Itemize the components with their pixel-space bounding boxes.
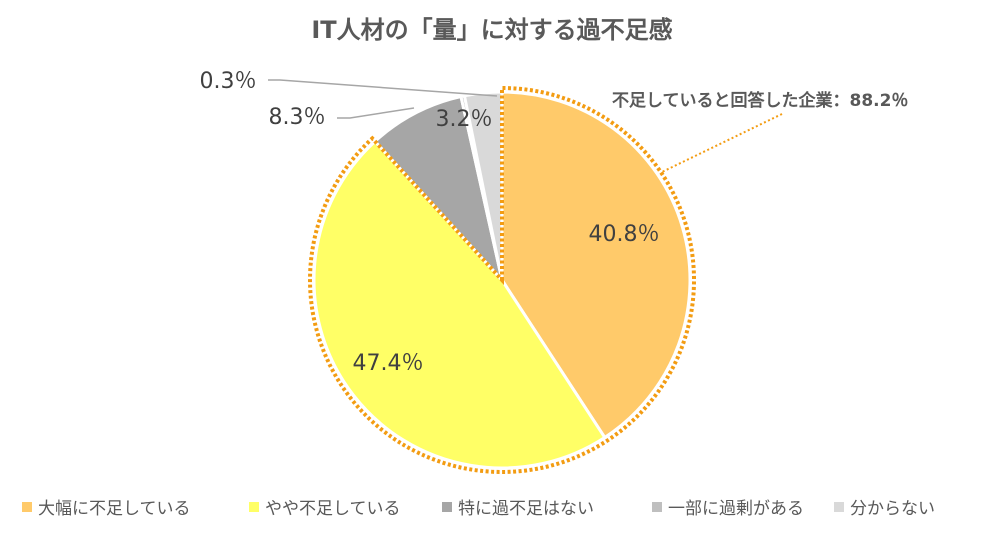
- legend-label: 特に過不足はない: [458, 499, 594, 519]
- callout-line: [661, 113, 783, 173]
- pie-slice: [312, 139, 607, 470]
- slice-data-label: 0.3％: [200, 69, 257, 94]
- pie-slices: [312, 90, 692, 470]
- leader-line: [268, 79, 498, 97]
- legend-label: 大幅に不足している: [38, 499, 191, 519]
- callout-label: 不足していると回答した企業：88.2％: [612, 90, 908, 111]
- legend-label: 一部に過剰がある: [668, 499, 804, 519]
- shortage-outline-path: [308, 85, 696, 474]
- slice-data-label: 8.3％: [269, 105, 326, 130]
- legend-swatch: [249, 502, 259, 512]
- legend-swatch: [834, 502, 844, 512]
- chart-title: IT人材の「量」に対する過不足感: [311, 16, 672, 44]
- slice-data-label: 47.4％: [353, 351, 424, 376]
- slice-data-label: 3.2％: [436, 107, 493, 132]
- leader-line: [337, 107, 415, 119]
- legend-swatch: [22, 502, 32, 512]
- shortage-outline: [308, 85, 696, 474]
- legend-swatch: [442, 502, 452, 512]
- legend: 大幅に不足している やや不足している 特に過不足はない 一部に過剰がある 分からない: [22, 499, 935, 519]
- legend-swatch: [652, 502, 662, 512]
- slice-data-label: 40.8％: [589, 222, 660, 247]
- legend-label: やや不足している: [265, 499, 401, 519]
- callout: 不足していると回答した企業：88.2％: [612, 90, 908, 173]
- legend-label: 分からない: [850, 499, 935, 519]
- slice-labels: 40.8％ 47.4％ 8.3％ 0.3％ 3.2％: [200, 69, 660, 376]
